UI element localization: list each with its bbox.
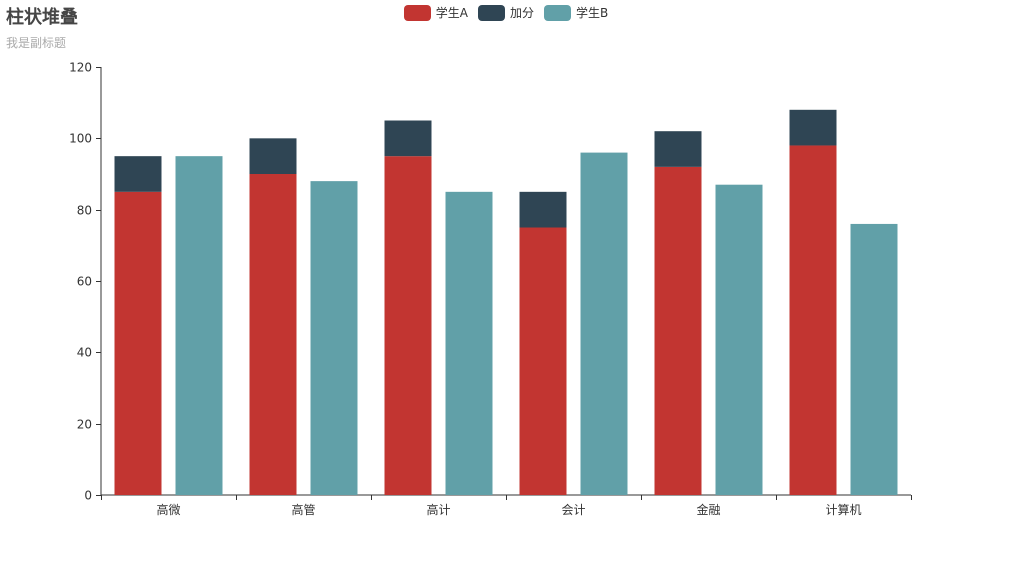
x-tick-label: 高管 (291, 502, 315, 517)
y-tick-label: 80 (77, 204, 92, 218)
legend-label-student-a: 学生A (435, 6, 468, 20)
bar-bonus[interactable] (519, 191, 567, 228)
bar-bonus[interactable] (114, 156, 162, 192)
bar-student-a[interactable] (654, 166, 702, 495)
legend: 学生A 加分 学生B (0, 4, 1012, 21)
bar-student-b[interactable] (580, 152, 628, 495)
legend-label-student-b: 学生B (576, 6, 609, 20)
legend-item-bonus[interactable]: 加分 (477, 4, 534, 21)
bar-bonus[interactable] (654, 131, 702, 167)
bar-student-a[interactable] (384, 156, 432, 495)
bar-bonus[interactable] (789, 109, 837, 146)
bar-student-b[interactable] (175, 156, 223, 495)
chart-subtitle: 我是副标题 (6, 36, 67, 50)
bar-student-a[interactable] (249, 174, 297, 495)
bar-bonus[interactable] (249, 138, 297, 174)
bar-student-b[interactable] (310, 181, 358, 495)
legend-swatch-student-a (403, 4, 431, 21)
bar-bonus[interactable] (384, 120, 432, 157)
x-tick-label: 金融 (696, 502, 720, 517)
bar-student-a[interactable] (789, 145, 837, 495)
legend-item-student-a[interactable]: 学生A (403, 4, 468, 21)
y-tick-label: 0 (84, 489, 92, 503)
x-tick-label: 会计 (561, 503, 585, 517)
legend-swatch-student-b (544, 4, 571, 21)
legend-swatch-bonus (477, 4, 505, 21)
bar-student-b[interactable] (715, 184, 763, 495)
y-tick-label: 40 (77, 346, 92, 360)
chart-title: 柱状堆叠 (6, 7, 78, 28)
bar-student-b[interactable] (850, 223, 898, 495)
bar-student-a[interactable] (114, 191, 162, 496)
y-tick-label: 120 (69, 61, 92, 75)
x-tick-label: 高计 (426, 502, 450, 517)
x-tick-label: 高微 (156, 502, 180, 517)
bar-student-b[interactable] (445, 191, 493, 496)
x-tick-label: 计算机 (825, 502, 861, 517)
y-tick-label: 60 (77, 275, 92, 289)
y-tick-label: 100 (69, 132, 92, 146)
y-tick-label: 20 (77, 418, 92, 432)
bar-student-a[interactable] (519, 227, 567, 496)
legend-label-bonus: 加分 (509, 6, 534, 20)
legend-item-student-b[interactable]: 学生B (544, 4, 608, 21)
